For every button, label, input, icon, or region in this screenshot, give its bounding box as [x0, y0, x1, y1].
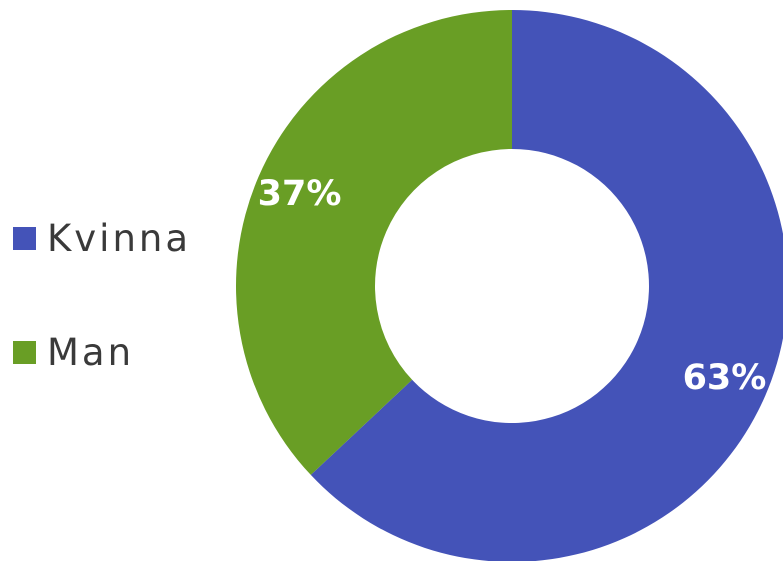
legend-item-kvinna: Kvinna [13, 212, 191, 264]
slices-group [236, 10, 783, 561]
slice-man [236, 10, 513, 475]
legend-label-man: Man [47, 330, 135, 374]
slice-kvinna [310, 10, 783, 561]
data-label-kvinna: 63% [683, 358, 767, 398]
legend-swatch-kvinna [13, 226, 36, 250]
legend: Kvinna Man [13, 212, 191, 440]
legend-item-man: Man [13, 326, 191, 378]
data-label-man: 37% [258, 174, 342, 214]
data-labels-group: 63% 37% [258, 174, 767, 398]
legend-label-kvinna: Kvinna [47, 216, 192, 260]
legend-swatch-man [13, 340, 36, 364]
